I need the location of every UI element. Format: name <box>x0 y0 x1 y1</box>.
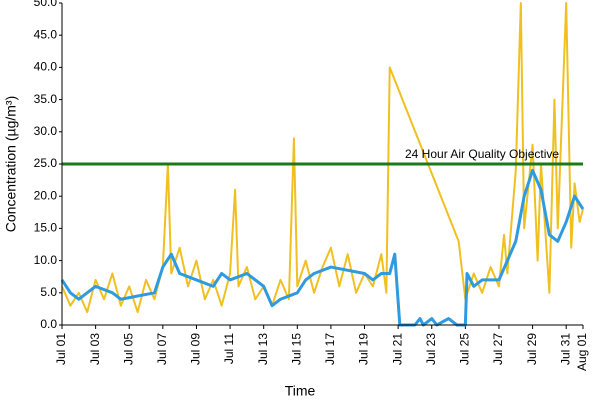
x-tick-label: Jul 09 <box>189 333 203 365</box>
x-tick-label: Jul 29 <box>525 333 539 365</box>
y-tick-label: 40.0 <box>34 60 58 74</box>
y-tick-label: 10.0 <box>34 253 58 267</box>
x-axis-label: Time <box>285 383 316 399</box>
y-tick-label: 45.0 <box>34 27 58 41</box>
reference-label: 24 Hour Air Quality Objective <box>405 147 559 161</box>
x-tick-label: Jul 19 <box>357 333 371 365</box>
x-tick-label: Jul 07 <box>155 333 169 365</box>
y-tick-label: 25.0 <box>34 156 58 170</box>
x-tick-label: Jul 03 <box>88 333 102 365</box>
x-tick-label: Jul 21 <box>390 333 404 365</box>
y-tick-label: 50.0 <box>34 0 58 9</box>
x-tick-label: Jul 13 <box>256 333 270 365</box>
x-tick-label: Jul 15 <box>289 333 303 365</box>
x-tick-label: Jul 23 <box>424 333 438 365</box>
x-tick-label: Jul 05 <box>121 333 135 365</box>
x-tick-label: Jul 11 <box>222 333 236 364</box>
x-tick-label: Jul 25 <box>458 333 472 365</box>
data-line <box>60 168 585 327</box>
x-tick-label: Jul 01 <box>54 333 68 365</box>
x-tick-label: Jul 17 <box>323 333 337 365</box>
x-tick-label: Jul 31 <box>558 333 572 365</box>
y-axis-label: Concentration (µg/m³) <box>3 96 19 232</box>
y-tick-label: 20.0 <box>34 188 58 202</box>
x-tick-label: Jul 27 <box>491 333 505 365</box>
y-tick-label: 30.0 <box>34 124 58 138</box>
x-tick-label: Aug 01 <box>575 333 589 371</box>
y-tick-label: 15.0 <box>34 221 58 235</box>
y-tick-label: 0.0 <box>40 317 57 331</box>
y-tick-label: 5.0 <box>40 285 57 299</box>
y-tick-label: 35.0 <box>34 92 58 106</box>
